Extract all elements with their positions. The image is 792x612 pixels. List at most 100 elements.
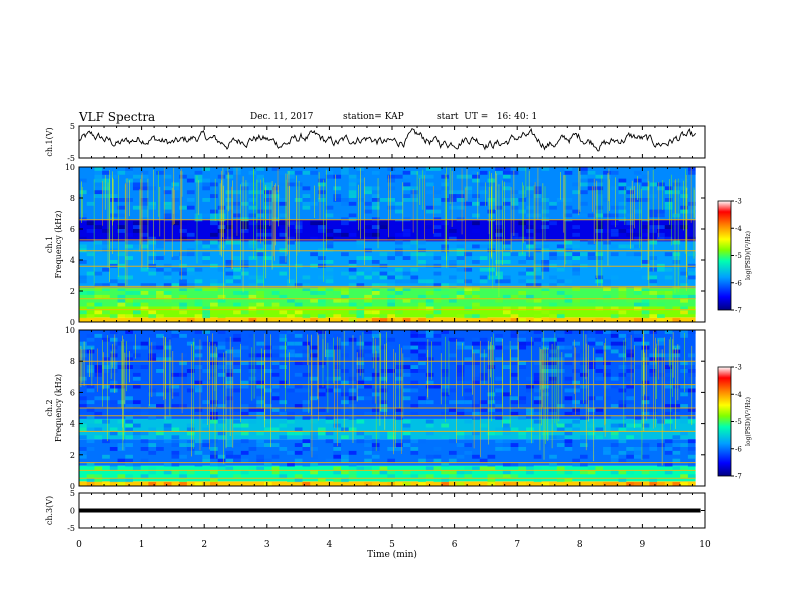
- psd-cell: [240, 423, 249, 428]
- psd-cell: [310, 345, 318, 350]
- psd-cell: [387, 302, 396, 307]
- psd-cell: [533, 298, 542, 303]
- psd-cell: [210, 232, 218, 237]
- psd-cell: [518, 474, 527, 479]
- psd-cell: [348, 182, 357, 187]
- psd-cell: [626, 252, 634, 257]
- psd-cell: [109, 404, 118, 408]
- psd-cell: [402, 431, 411, 436]
- psd-cell: [348, 474, 357, 479]
- psd-cell: [502, 167, 511, 171]
- psd-cell: [256, 349, 264, 354]
- psd-cell: [579, 462, 588, 467]
- psd-cell: [310, 376, 318, 381]
- psd-cell: [287, 225, 295, 229]
- psd-cell: [256, 310, 264, 315]
- psd-cell: [287, 478, 295, 483]
- psd-cell: [502, 186, 511, 191]
- psd-cell: [495, 388, 503, 393]
- psd-cell: [109, 365, 118, 369]
- psd-cell: [502, 474, 511, 479]
- psd-cell: [556, 466, 565, 471]
- psd-cell: [125, 474, 133, 479]
- psd-cell: [456, 256, 465, 260]
- psd-cell: [163, 337, 172, 342]
- psd-cell: [680, 294, 688, 299]
- psd-cell: [649, 275, 658, 280]
- psd-cell: [109, 353, 118, 358]
- psd-cell: [425, 357, 434, 362]
- psd-cell: [572, 209, 580, 214]
- psd-cell: [587, 337, 596, 342]
- psd-cell: [217, 345, 226, 350]
- x-tick-label: 6: [452, 540, 458, 550]
- psd-cell: [410, 404, 419, 408]
- psd-cell: [240, 182, 249, 187]
- psd-cell: [502, 294, 511, 299]
- psd-cell: [549, 252, 557, 257]
- psd-cell: [533, 186, 542, 191]
- psd-cell: [233, 443, 241, 447]
- psd-cell: [171, 198, 180, 202]
- psd-cell: [179, 443, 187, 447]
- psd-cell: [610, 306, 619, 311]
- psd-cell: [410, 240, 419, 245]
- y-tick-label: 5: [70, 489, 75, 498]
- psd-cell: [410, 279, 419, 284]
- psd-cell: [579, 404, 588, 408]
- psd-cell: [217, 267, 226, 272]
- psd-cell: [140, 198, 149, 202]
- psd-cell: [433, 232, 442, 237]
- psd-cell: [132, 365, 141, 369]
- psd-cell: [664, 369, 673, 373]
- psd-cell: [202, 287, 211, 291]
- psd-cell: [402, 427, 411, 432]
- psd-cell: [456, 174, 465, 179]
- psd-cell: [263, 198, 272, 202]
- psd-cell: [302, 415, 311, 420]
- psd-cell: [379, 404, 388, 408]
- psd-cell: [294, 431, 303, 436]
- psd-cell: [672, 318, 681, 322]
- psd-cell: [194, 267, 203, 272]
- psd-cell: [487, 267, 496, 272]
- psd-cell: [448, 275, 457, 280]
- psd-cell: [595, 174, 604, 179]
- psd-cell: [117, 225, 126, 229]
- psd-cell: [248, 244, 257, 249]
- psd-cell: [117, 384, 126, 389]
- psd-cell: [464, 357, 473, 362]
- psd-cell: [186, 178, 195, 183]
- psd-cell: [502, 341, 511, 346]
- psd-cell: [502, 240, 511, 245]
- psd-cell: [418, 474, 426, 479]
- psd-cell: [418, 294, 426, 299]
- psd-cell: [549, 380, 557, 385]
- psd-cell: [633, 198, 642, 202]
- psd-cell: [657, 439, 665, 444]
- psd-cell: [271, 291, 280, 295]
- psd-cell: [94, 333, 103, 338]
- psd-cell: [86, 252, 95, 257]
- psd-cell: [510, 427, 519, 432]
- psd-cell: [603, 294, 611, 299]
- psd-cell: [533, 419, 542, 424]
- psd-cell: [109, 361, 118, 366]
- psd-cell: [526, 240, 534, 245]
- psd-cell: [387, 482, 396, 486]
- psd-cell: [410, 349, 419, 354]
- psd-cell: [595, 349, 604, 354]
- psd-cell: [387, 298, 396, 303]
- psd-cell: [263, 419, 272, 424]
- psd-cell: [117, 314, 126, 319]
- psd-cell: [533, 376, 542, 381]
- psd-cell: [102, 482, 110, 486]
- psd-cell: [533, 380, 542, 385]
- psd-cell: [79, 314, 87, 319]
- psd-cell: [86, 439, 95, 444]
- psd-cell: [649, 482, 658, 486]
- psd-cell: [472, 178, 480, 183]
- psd-cell: [664, 462, 673, 467]
- psd-cell: [402, 267, 411, 272]
- psd-cell: [402, 443, 411, 447]
